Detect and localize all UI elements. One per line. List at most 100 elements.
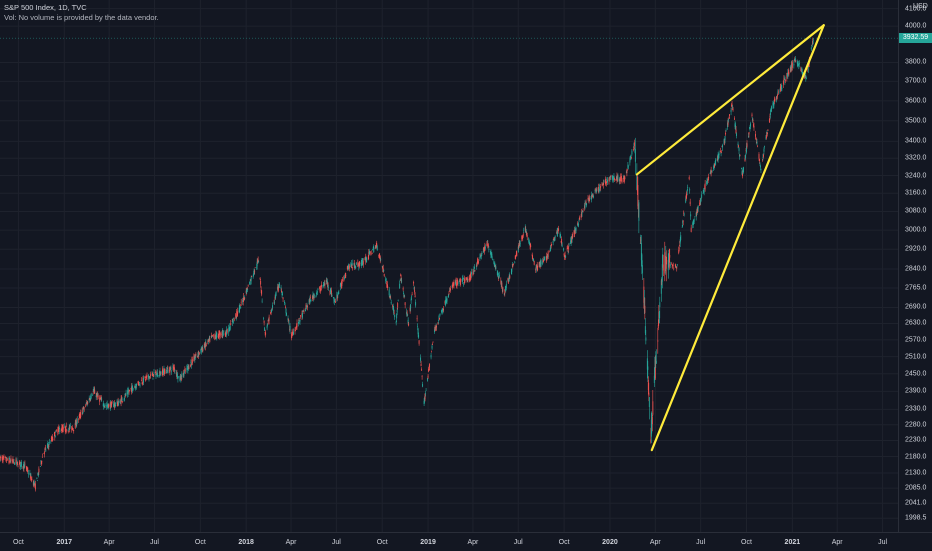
candle-down (80, 413, 81, 417)
candle-down (17, 466, 18, 467)
candle-down (299, 318, 300, 319)
candle-up (286, 313, 287, 316)
price-tick-label: 3000.0 (905, 227, 926, 234)
candle-down (255, 267, 256, 268)
candle-down (597, 189, 598, 190)
candle-down (763, 155, 764, 157)
candle-down (788, 72, 789, 75)
candle-down (721, 152, 722, 153)
candle-up (731, 110, 732, 112)
candle-down (669, 255, 670, 258)
candle-down (254, 271, 255, 272)
candle-down (283, 298, 284, 300)
candle-up (495, 266, 496, 269)
candle-up (298, 322, 299, 324)
time-tick-label: 2020 (602, 539, 618, 546)
candle-up (590, 198, 591, 199)
candle-down (644, 306, 645, 313)
candle-down (778, 92, 779, 93)
candle-up (126, 393, 127, 395)
candle-down (66, 430, 67, 431)
candle-up (401, 281, 402, 282)
candle-up (488, 249, 489, 250)
candle-up (425, 393, 426, 394)
candle-down (384, 274, 385, 276)
candle-up (37, 480, 38, 481)
candle-up (565, 256, 566, 258)
candle-down (363, 261, 364, 264)
candle-up (311, 300, 312, 301)
candle-down (213, 334, 214, 336)
candle-down (708, 177, 709, 178)
candle-down (683, 221, 684, 222)
candle-down (666, 261, 667, 262)
candle-down (108, 405, 109, 408)
candle-up (76, 424, 77, 425)
candle-up (411, 296, 412, 297)
candle-down (324, 283, 325, 285)
candle-up (578, 224, 579, 225)
candle-up (704, 188, 705, 192)
candle-up (485, 247, 486, 249)
candle-up (328, 287, 329, 288)
price-tick-label: 3080.0 (905, 208, 926, 215)
candle-up (289, 322, 290, 323)
candle-up (808, 70, 809, 71)
candle-down (429, 364, 430, 368)
candle-up (271, 309, 272, 312)
candle-down (551, 244, 552, 245)
candle-down (439, 318, 440, 319)
candle-down (264, 321, 265, 323)
candle-up (184, 371, 185, 373)
candle-down (244, 297, 245, 298)
candle-down (415, 296, 416, 298)
time-tick-label: 2021 (785, 539, 801, 546)
candle-up (793, 64, 794, 66)
candle-up (593, 196, 594, 198)
price-tick-label: 2230.0 (905, 437, 926, 444)
candle-down (464, 279, 465, 284)
candle-down (436, 326, 437, 328)
candle-down (421, 364, 422, 366)
candle-down (321, 285, 322, 288)
candle-down (195, 354, 196, 356)
candle-down (432, 344, 433, 345)
price-tick-label: 2330.0 (905, 406, 926, 413)
candle-up (397, 310, 398, 312)
candle-down (341, 284, 342, 286)
candle-down (85, 406, 86, 407)
candle-down (265, 333, 266, 335)
candle-up (154, 372, 155, 374)
candle-down (568, 246, 569, 249)
candle-down (63, 427, 64, 429)
candle-up (761, 169, 762, 170)
candle-up (262, 301, 263, 302)
candle-down (24, 464, 25, 465)
candle-down (202, 348, 203, 351)
candle-down (155, 372, 156, 373)
candle-up (585, 203, 586, 207)
candle-down (759, 154, 760, 158)
candle-down (206, 345, 207, 346)
candle-up (399, 284, 400, 288)
candle-up (124, 398, 125, 399)
price-tick-label: 2510.0 (905, 353, 926, 360)
candle-up (491, 254, 492, 257)
time-tick-label: Oct (559, 539, 570, 546)
time-tick-label: Jul (514, 539, 523, 546)
candle-down (220, 333, 221, 336)
candle-up (45, 450, 46, 451)
candle-up (642, 265, 643, 273)
candle-up (725, 136, 726, 140)
candle-down (227, 329, 228, 332)
candle-up (628, 167, 629, 168)
candle-up (764, 146, 765, 147)
candle-up (760, 163, 761, 164)
candle-down (345, 275, 346, 276)
candle-down (6, 460, 7, 461)
candle-up (380, 259, 381, 260)
candle-up (438, 320, 439, 321)
candle-down (474, 270, 475, 271)
